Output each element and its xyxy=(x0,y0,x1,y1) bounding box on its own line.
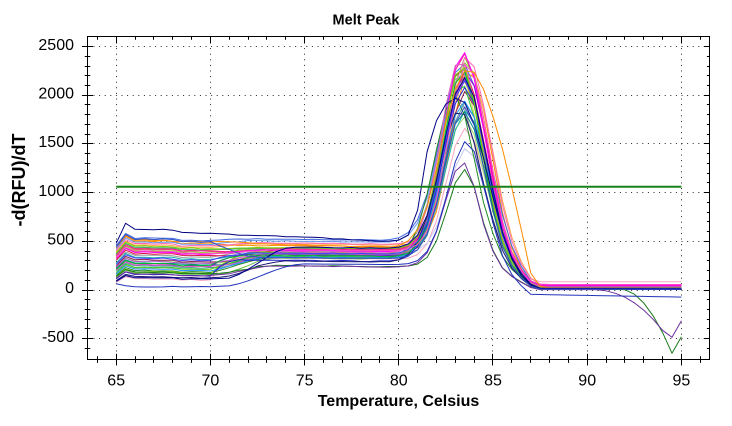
svg-text:75: 75 xyxy=(296,373,314,390)
svg-text:70: 70 xyxy=(202,373,220,390)
svg-text:2000: 2000 xyxy=(38,86,74,103)
svg-text:95: 95 xyxy=(673,373,691,390)
svg-text:1000: 1000 xyxy=(38,183,74,200)
svg-text:2500: 2500 xyxy=(38,37,74,54)
svg-text:-500: -500 xyxy=(42,329,74,346)
svg-text:Temperature, Celsius: Temperature, Celsius xyxy=(318,393,480,410)
svg-text:0: 0 xyxy=(65,280,74,297)
svg-text:90: 90 xyxy=(578,373,596,390)
svg-text:85: 85 xyxy=(484,373,502,390)
svg-text:-d(RFU)/dT: -d(RFU)/dT xyxy=(9,134,29,227)
svg-text:Melt Peak: Melt Peak xyxy=(333,13,401,29)
svg-text:500: 500 xyxy=(47,232,74,249)
svg-text:65: 65 xyxy=(107,373,125,390)
svg-text:80: 80 xyxy=(390,373,408,390)
svg-text:1500: 1500 xyxy=(38,134,74,151)
